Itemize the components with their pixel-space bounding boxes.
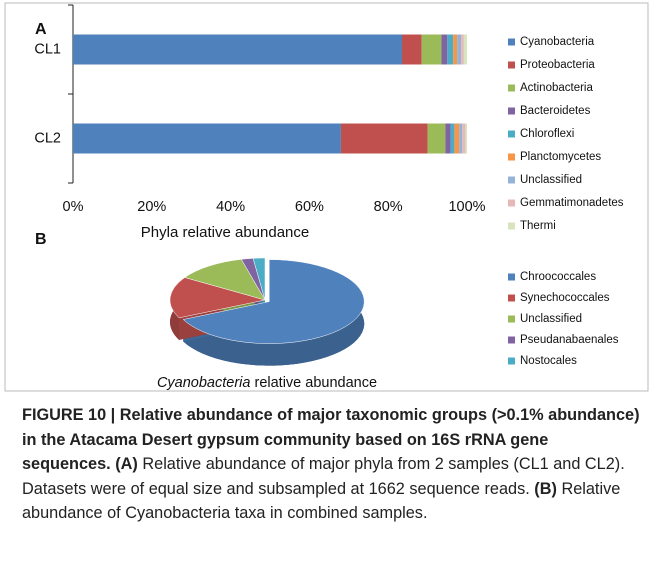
bar-segment [454,123,460,154]
caption-title: FIGURE 10 | Relative abundance of major … [22,406,640,473]
legend-label: Planctomycetes [520,151,601,163]
legend-label: Cyanobacteria [520,36,595,48]
bar-segment [450,123,455,154]
caption-text: Relative abundance of major phyla from 2… [22,455,625,498]
pie-slice [169,277,266,319]
bar-segment [445,123,451,154]
legend-swatch [508,84,515,92]
legend-label: Chloroflexi [520,128,574,140]
y-tick-label: CL1 [34,41,61,57]
legend-label: Unclassified [520,174,582,186]
legend-swatch [508,199,515,207]
bar-segment [73,34,402,65]
x-tick-label: 80% [374,199,403,215]
x-tick-label: 0% [63,199,84,215]
bar-segment [461,34,464,65]
frame [4,2,649,392]
x-tick-label: 60% [295,199,324,215]
pie-slice [184,259,266,301]
legend-label: Unclassified [520,313,582,325]
legend-label: Actinobacteria [520,82,593,94]
bar-segment [462,123,466,154]
x-axis-label: Phyla relative abundance [141,224,309,241]
caption-label: (B) [534,479,557,498]
caption-label: (A) [115,455,138,473]
pie-label-subject: Cyanobacteria [157,375,251,391]
legend-swatch [508,38,515,46]
legend-label: Gemmatimonadetes [520,197,624,209]
legend-label: Bacteroidetes [520,105,591,117]
legend-label: Pseudanabaenales [520,334,619,346]
legend-swatch [508,336,515,344]
x-tick-label: 100% [448,199,485,215]
legend-swatch [508,222,515,230]
panel-label: B [35,231,47,248]
legend-swatch [508,130,515,138]
pie-slice [182,259,365,344]
bar-segment [457,34,462,65]
legend-swatch [508,61,515,69]
bar-segment [465,123,467,154]
legend-swatch [508,273,515,281]
caption: FIGURE 10 | Relative abundance of major … [22,403,640,526]
legend-swatch [508,153,515,161]
legend-label: Chroococcales [520,271,596,283]
pie-label-text: relative abundance [254,375,377,391]
legend-swatch [508,315,515,323]
bar-segment [463,34,467,65]
bar-segment [340,123,428,154]
bar-segment [421,34,442,65]
bar-segment [401,34,422,65]
pie-slice [252,257,266,301]
caption-text: Relative abundance of Cyanobacteria taxa… [22,479,621,523]
figure: A Phyla relative abundance B Cyanobacter… [4,2,649,392]
legend-label: Nostocales [520,355,577,367]
bar-segment [427,123,446,154]
bar-segment [73,123,341,154]
y-tick-label: CL2 [34,130,61,146]
legend-swatch [508,357,515,365]
x-tick-label: 40% [216,199,245,215]
legend-label: Proteobacteria [520,59,595,71]
bar-segment [441,34,448,65]
legend-label: Synechococcales [520,292,610,304]
legend-label: Thermi [520,220,556,232]
legend-swatch [508,107,515,115]
x-tick-label: 20% [137,199,166,215]
legend-swatch [508,176,515,184]
bar-segment [459,123,463,154]
bar-segment [453,34,458,65]
pie-label: Cyanobacteria relative abundance [157,375,377,391]
legend-swatch [508,294,515,302]
panel-label: A [35,21,47,38]
bar-segment [447,34,454,65]
